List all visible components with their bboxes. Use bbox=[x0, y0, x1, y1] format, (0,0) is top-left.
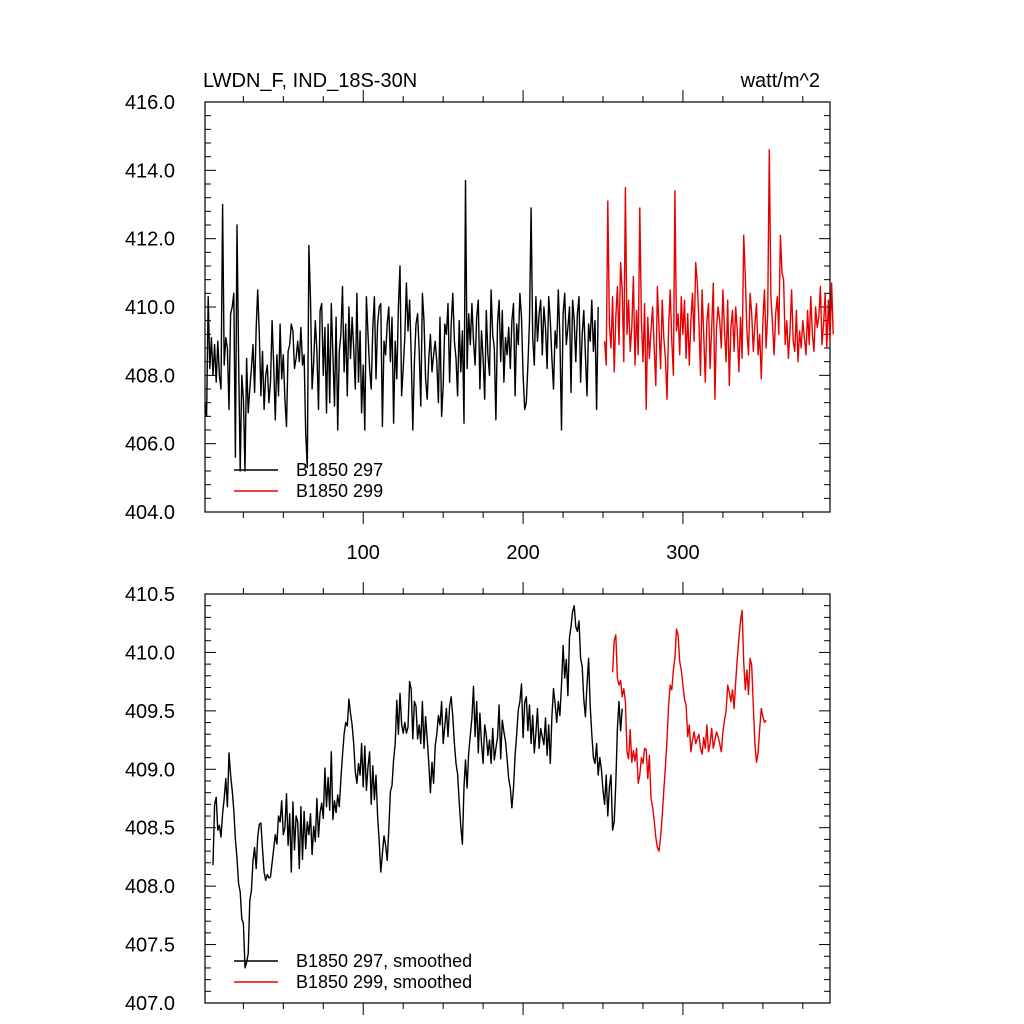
chart-title: LWDN_F, IND_18S-30N bbox=[203, 70, 417, 92]
top-ytick-label: 406.0 bbox=[125, 434, 175, 456]
top-ytick-label: 408.0 bbox=[125, 365, 175, 387]
bottom-plot-frame bbox=[204, 593, 831, 1004]
top-ytick-label: 412.0 bbox=[125, 229, 175, 251]
bottom-ytick-label: 408.0 bbox=[125, 876, 175, 898]
top-ytick-label: 410.0 bbox=[125, 297, 175, 319]
top-panel-timeseries: LWDN_F, IND_18S-30N watt/m^2 404.0 406.0 4… bbox=[125, 70, 834, 564]
bottom-ytick-label: 409.0 bbox=[125, 759, 175, 781]
bottom-ytick-label: 410.5 bbox=[125, 584, 175, 606]
top-series-line-2 bbox=[603, 149, 834, 411]
top-ytick-label: 414.0 bbox=[125, 160, 175, 182]
bottom-legend-label-2: B1850 299, smoothed bbox=[296, 972, 472, 992]
top-ytick-label: 416.0 bbox=[125, 92, 175, 114]
top-xtick-label: 300 bbox=[666, 542, 699, 564]
units-label: watt/m^2 bbox=[740, 70, 820, 92]
bottom-ytick-label: 409.5 bbox=[125, 701, 175, 723]
bottom-series-line-2 bbox=[611, 609, 767, 852]
top-legend-label-2: B1850 299 bbox=[296, 481, 383, 501]
bottom-panel-smoothed: 407.0 407.5 408.0 408.5 409.0 409.5 410.0 410.5… bbox=[125, 582, 831, 1015]
top-ytick-label: 404.0 bbox=[125, 502, 175, 524]
bottom-series-line-1 bbox=[212, 605, 623, 969]
bottom-ytick-label: 407.5 bbox=[125, 935, 175, 957]
bottom-ytick-label: 408.5 bbox=[125, 818, 175, 840]
top-legend-label-1: B1850 297 bbox=[296, 460, 383, 480]
bottom-ytick-label: 407.0 bbox=[125, 993, 175, 1015]
bottom-legend-label-1: B1850 297, smoothed bbox=[296, 951, 472, 971]
bottom-ytick-label: 410.0 bbox=[125, 642, 175, 664]
top-xtick-label: 200 bbox=[506, 542, 539, 564]
top-xtick-label: 100 bbox=[347, 542, 380, 564]
top-series-line-1 bbox=[204, 179, 599, 472]
